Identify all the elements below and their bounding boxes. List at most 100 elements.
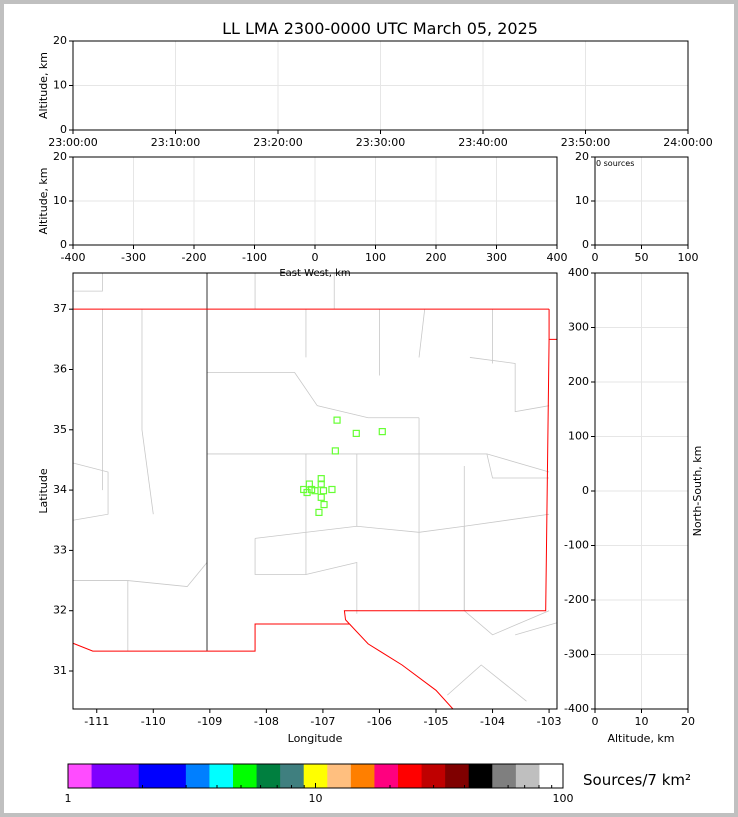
plan-view-panel: -111 -110 -109 -108 -107 -106 -105 -104 -103 31 32…: [37, 272, 562, 745]
x-tick-label: -200: [182, 251, 207, 264]
axes-frame: [594, 156, 689, 246]
source-point: [317, 480, 325, 488]
county-border: [255, 513, 550, 539]
county-border: [127, 562, 208, 588]
figure-title: LL LMA 2300-0000 UTC March 05, 2025: [222, 19, 538, 38]
colorbar-segment: [350, 764, 375, 788]
colorbar-segment: [138, 764, 163, 788]
lma-figure: LL LMA 2300-0000 UTC March 05, 2025 23:0…: [4, 4, 734, 813]
source-point: [328, 485, 336, 494]
x-tick-label: 10: [635, 715, 649, 728]
y-tick-label: 31: [53, 664, 67, 677]
northsouth-altitude-panel: 0 10 20 -400 -300 -200 -100 0 100 200 300 400 Altitu…: [564, 266, 704, 745]
county-border: [463, 526, 550, 636]
y-axis-label: North-South, km: [691, 446, 704, 537]
y-tick-label: 32: [53, 604, 67, 617]
county-border: [515, 622, 558, 636]
y-tick-label: 10: [53, 194, 67, 207]
y-tick-label: 0: [582, 238, 589, 251]
x-tick-label: 200: [426, 251, 447, 264]
x-tick-label: 23:20:00: [253, 136, 302, 149]
county-border: [305, 453, 358, 614]
colorbar-segment: [468, 764, 493, 788]
x-tick-label: -107: [310, 715, 335, 728]
source-point: [352, 429, 360, 438]
source-point: [331, 447, 339, 455]
county-border: [469, 357, 550, 413]
colorbar-segment: [515, 764, 540, 788]
county-border: [72, 462, 109, 521]
x-tick-label: -100: [242, 251, 267, 264]
x-tick-label: 24:00:00: [663, 136, 712, 149]
county-border: [141, 309, 154, 515]
source-count-panel: 0 50 100 0 10 20: [575, 150, 699, 264]
colorbar-label: Sources/7 km²: [583, 771, 691, 789]
axes-frame: [72, 156, 558, 246]
y-axis-label: Altitude, km: [37, 52, 50, 119]
x-tick-label: 23:10:00: [151, 136, 200, 149]
x-tick-label: 0: [592, 251, 599, 264]
colorbar-segment: [115, 764, 140, 788]
source-point: [315, 508, 323, 517]
y-tick-label: 35: [53, 423, 67, 436]
source-point: [333, 416, 341, 424]
y-tick-label: 10: [575, 194, 589, 207]
y-tick-label: -200: [564, 593, 589, 606]
x-tick-label: -400: [61, 251, 86, 264]
x-tick-label: -300: [121, 251, 146, 264]
colorbar-tick-label: 100: [553, 792, 574, 805]
x-tick-label: 23:50:00: [561, 136, 610, 149]
colorbar-tick-label: 10: [309, 792, 323, 805]
county-border: [486, 453, 550, 479]
source-point: [311, 487, 319, 495]
y-tick-label: 37: [53, 302, 67, 315]
county-border: [207, 372, 420, 419]
colorbar-segment: [421, 764, 446, 788]
y-tick-label: 34: [53, 483, 67, 496]
x-tick-label: 23:00:00: [48, 136, 97, 149]
y-tick-label: 20: [53, 34, 67, 47]
x-tick-label: -105: [424, 715, 449, 728]
source-count-annotation: 0 sources: [596, 159, 634, 168]
colorbar-segment: [256, 764, 281, 788]
y-tick-label: 100: [568, 430, 589, 443]
x-tick-label: -103: [537, 715, 562, 728]
y-tick-label: 200: [568, 375, 589, 388]
colorbar-segment: [280, 764, 305, 788]
source-point: [378, 428, 386, 436]
x-tick-label: 100: [365, 251, 386, 264]
y-tick-label: 20: [53, 150, 67, 163]
colorbar-segment: [539, 764, 564, 788]
x-tick-label: 23:40:00: [458, 136, 507, 149]
y-tick-label: 0: [582, 484, 589, 497]
y-tick-label: -300: [564, 648, 589, 661]
y-tick-label: 33: [53, 543, 67, 556]
x-tick-label: 0: [312, 251, 319, 264]
x-tick-label: 400: [547, 251, 568, 264]
x-axis-label: Longitude: [288, 732, 343, 745]
county-border: [254, 538, 306, 575]
y-axis-label: Latitude: [37, 468, 50, 514]
colorbar-segment: [91, 764, 116, 788]
colorbar-segment: [233, 764, 258, 788]
source-point: [320, 500, 328, 509]
y-tick-label: -400: [564, 702, 589, 715]
x-tick-label: 0: [592, 715, 599, 728]
county-border: [207, 453, 550, 473]
state-border-south: [72, 339, 550, 652]
source-point: [303, 488, 311, 497]
x-tick-label: -104: [480, 715, 505, 728]
y-tick-label: 20: [575, 150, 589, 163]
x-tick-label: 300: [486, 251, 507, 264]
county-border: [73, 273, 103, 292]
x-axis-label: Altitude, km: [607, 732, 674, 745]
x-tick-label: -111: [84, 715, 109, 728]
y-axis-label: Altitude, km: [37, 167, 50, 234]
altitude-eastwest-panel: -400 -300 -200 -100 0 100 200 300 40001020East-W…: [37, 150, 568, 279]
x-tick-label: -110: [141, 715, 166, 728]
axes-frame: [72, 40, 689, 131]
altitude-time-panel: 23:00:00 23:10:00 23:20:00 23:30:00 23:40:00…: [37, 34, 713, 149]
colorbar-tick-label: 1: [65, 792, 72, 805]
colorbar-segment: [68, 764, 93, 788]
y-tick-label: 10: [53, 79, 67, 92]
